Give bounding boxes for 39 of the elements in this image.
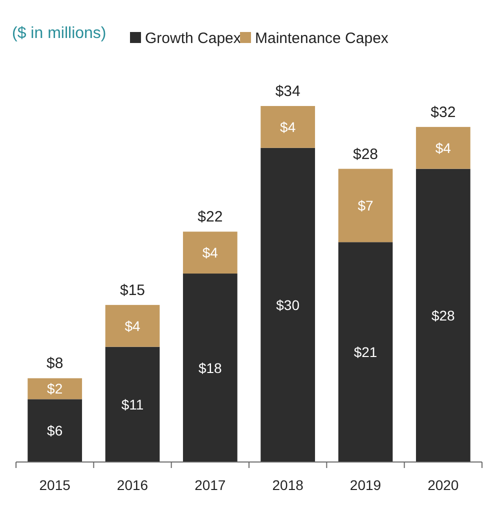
bar bbox=[105, 346, 160, 462]
data-label: $18 bbox=[198, 360, 222, 376]
data-label: $30 bbox=[276, 296, 300, 313]
x-tick-label: 2020 bbox=[428, 477, 459, 493]
bar bbox=[260, 106, 316, 148]
bar bbox=[182, 274, 238, 462]
data-label: $21 bbox=[354, 344, 378, 360]
bar bbox=[28, 378, 82, 400]
x-tick-label: 2019 bbox=[350, 477, 382, 493]
data-label: $4 bbox=[280, 118, 296, 135]
data-label: $11 bbox=[121, 396, 144, 412]
bar bbox=[416, 168, 470, 462]
legend-label: Growth Capex bbox=[145, 30, 242, 47]
bar bbox=[338, 168, 393, 242]
data-label: $4 bbox=[435, 140, 452, 156]
bar bbox=[260, 148, 316, 462]
bar bbox=[28, 399, 82, 462]
data-label: $7 bbox=[358, 197, 374, 214]
bar bbox=[105, 304, 160, 347]
bar bbox=[338, 242, 393, 462]
x-tick-label: 2017 bbox=[194, 477, 226, 493]
bar bbox=[416, 126, 470, 169]
data-label: $6 bbox=[47, 422, 63, 439]
total-label: $15 bbox=[120, 282, 146, 299]
x-tick-label: 2015 bbox=[39, 477, 71, 493]
legend-label: Maintenance Capex bbox=[255, 30, 389, 47]
total-label: $28 bbox=[352, 146, 378, 163]
data-label: $2 bbox=[47, 380, 63, 397]
x-tick-label: 2016 bbox=[116, 477, 148, 493]
chart-subtitle: ($ in millions) bbox=[12, 25, 106, 42]
total-label: $34 bbox=[275, 83, 300, 100]
x-tick-label: 2018 bbox=[272, 477, 304, 493]
total-label: $8 bbox=[46, 355, 64, 372]
bar bbox=[182, 232, 238, 274]
total-label: $22 bbox=[198, 208, 223, 226]
total-label: $32 bbox=[430, 104, 456, 121]
data-label: $28 bbox=[431, 307, 456, 324]
data-label: $4 bbox=[124, 318, 140, 334]
data-label: $4 bbox=[202, 244, 218, 261]
